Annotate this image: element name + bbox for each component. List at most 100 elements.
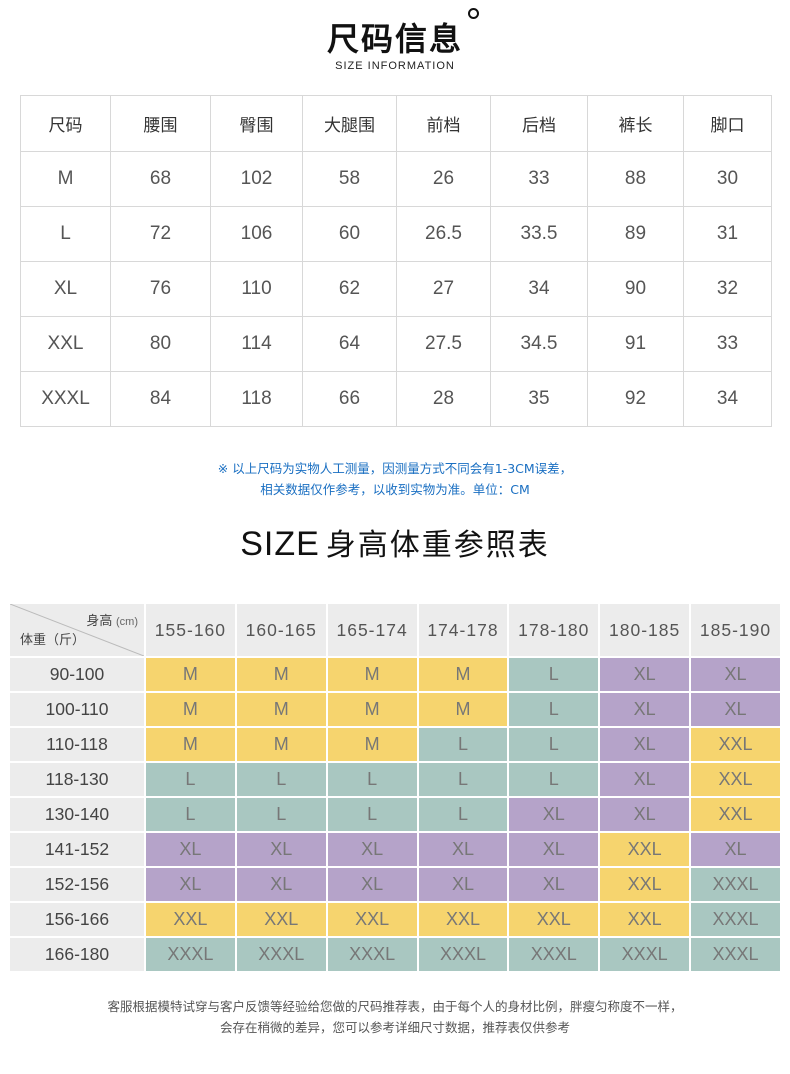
recommended-size-cell: XXXL xyxy=(600,938,690,971)
recommended-size-cell: XL xyxy=(509,868,599,901)
size-value-cell: 34 xyxy=(490,261,588,317)
corner-weight-label: 体重（斤） xyxy=(20,632,86,647)
size-table-row: XXL 80 114 64 27.5 34.5 91 33 xyxy=(20,316,772,372)
recommended-size-cell: M xyxy=(418,693,508,726)
weight-range-header: 166-180 xyxy=(10,938,144,971)
height-range-header: 160-165 xyxy=(236,604,326,656)
recommended-size-cell: XXXL xyxy=(418,938,508,971)
size-table-header-cell: 腰围 xyxy=(110,95,211,152)
size-value-cell: 33.5 xyxy=(490,206,588,262)
size-value-cell: 89 xyxy=(587,206,684,262)
recommended-size-cell: L xyxy=(327,763,417,796)
reference-chart-title: SIZE 身高体重参照表 xyxy=(0,520,790,564)
size-value-cell: 33 xyxy=(683,316,772,372)
recommended-size-cell: L xyxy=(509,693,599,726)
size-label-cell: XXXL xyxy=(20,371,111,427)
size-table-header-cell: 前档 xyxy=(396,95,491,152)
size-value-cell: 32 xyxy=(683,261,772,317)
measurement-note: ※ 以上尺码为实物人工测量，因测量方式不同会有1-3CM误差， 相关数据仅作参考… xyxy=(0,458,790,500)
recommended-size-cell: XL xyxy=(418,868,508,901)
corner-height-text: 身高 xyxy=(86,613,113,628)
size-table-row: XXXL 84 118 66 28 35 92 34 xyxy=(20,371,772,427)
size-table-header-row: 尺码 腰围 臀围 大腿围 前档 后档 裤长 脚口 xyxy=(20,95,772,152)
size-value-cell: 27.5 xyxy=(396,316,491,372)
recommended-size-cell: XL xyxy=(600,763,690,796)
size-info-subtitle: SIZE INFORMATION xyxy=(335,60,455,72)
recommended-size-cell: L xyxy=(509,763,599,796)
recommended-size-cell: XL xyxy=(327,868,417,901)
recommended-size-cell: XXL xyxy=(691,763,780,796)
grid-row: 118-130 L L L L L XL XXL xyxy=(10,763,780,796)
size-value-cell: 90 xyxy=(587,261,684,317)
size-value-cell: 110 xyxy=(210,261,303,317)
height-range-header: 180-185 xyxy=(600,604,690,656)
grid-row: 166-180 XXXL XXXL XXXL XXXL XXXL XXXL XXXL xyxy=(10,938,780,971)
recommended-size-cell: XL xyxy=(600,798,690,831)
size-value-cell: 114 xyxy=(210,316,303,372)
recommended-size-cell: XXXL xyxy=(146,938,235,971)
recommended-size-cell: XXXL xyxy=(691,938,780,971)
size-table-header-cell: 脚口 xyxy=(683,95,772,152)
size-info-title: 尺码信息 xyxy=(327,8,479,60)
recommended-size-cell: L xyxy=(146,763,235,796)
size-value-cell: 35 xyxy=(490,371,588,427)
recommended-size-cell: XL xyxy=(691,658,780,691)
size-table-header-cell: 裤长 xyxy=(587,95,684,152)
recommended-size-cell: XXL xyxy=(691,728,780,761)
recommended-size-cell: M xyxy=(236,658,326,691)
size-value-cell: 76 xyxy=(110,261,211,317)
recommended-size-cell: XXL xyxy=(509,903,599,936)
grid-row: 100-110 M M M M L XL XL xyxy=(10,693,780,726)
recommended-size-cell: XXXL xyxy=(691,903,780,936)
recommended-size-cell: L xyxy=(418,798,508,831)
disclaimer-line: 客服根据模特试穿与客户反馈等经验给您做的尺码推荐表，由于每个人的身材比例，胖瘦匀… xyxy=(107,999,683,1014)
size-table-header-cell: 尺码 xyxy=(20,95,111,152)
corner-height-unit: (cm) xyxy=(116,616,138,628)
recommended-size-cell: XXL xyxy=(600,833,690,866)
recommended-size-cell: XXL xyxy=(236,903,326,936)
size-value-cell: 102 xyxy=(210,151,303,207)
size-value-cell: 84 xyxy=(110,371,211,427)
recommended-size-cell: XXXL xyxy=(327,938,417,971)
recommended-size-cell: XL xyxy=(600,728,690,761)
recommended-size-cell: XL xyxy=(691,693,780,726)
recommended-size-cell: XXL xyxy=(600,903,690,936)
weight-range-header: 100-110 xyxy=(10,693,144,726)
recommended-size-cell: L xyxy=(327,798,417,831)
size-value-cell: 62 xyxy=(302,261,397,317)
recommended-size-cell: XXL xyxy=(418,903,508,936)
weight-range-header: 118-130 xyxy=(10,763,144,796)
recommendation-disclaimer: 客服根据模特试穿与客户反馈等经验给您做的尺码推荐表，由于每个人的身材比例，胖瘦匀… xyxy=(0,996,790,1038)
size-table-body: M 68 102 58 26 33 88 30 L 72 106 60 26.5 33.5 89 31 XL 76… xyxy=(20,151,772,427)
size-value-cell: 68 xyxy=(110,151,211,207)
grid-row: 110-118 M M M L L XL XXL xyxy=(10,728,780,761)
weight-range-header: 90-100 xyxy=(10,658,144,691)
size-value-cell: 31 xyxy=(683,206,772,262)
recommended-size-cell: XL xyxy=(600,658,690,691)
note-line: ※ 以上尺码为实物人工测量，因测量方式不同会有1-3CM误差， xyxy=(217,461,573,476)
size-label-cell: XL xyxy=(20,261,111,317)
size-value-cell: 106 xyxy=(210,206,303,262)
recommended-size-cell: XXL xyxy=(146,903,235,936)
height-weight-table: 身高 (cm) 体重（斤） 155-160 160-165 165-174 17… xyxy=(8,602,782,973)
recommended-size-cell: XXL xyxy=(691,798,780,831)
grid-row: 130-140 L L L L XL XL XXL xyxy=(10,798,780,831)
recommended-size-cell: XL xyxy=(418,833,508,866)
size-table-row: M 68 102 58 26 33 88 30 xyxy=(20,151,772,207)
recommended-size-cell: M xyxy=(418,658,508,691)
recommended-size-cell: XL xyxy=(327,833,417,866)
recommended-size-cell: XXXL xyxy=(236,938,326,971)
diagonal-divider xyxy=(10,604,144,656)
size-table-header-cell: 大腿围 xyxy=(302,95,397,152)
degree-dot-icon xyxy=(468,8,479,19)
height-range-header: 174-178 xyxy=(418,604,508,656)
recommended-size-cell: XL xyxy=(600,693,690,726)
size-value-cell: 33 xyxy=(490,151,588,207)
size-table-row: L 72 106 60 26.5 33.5 89 31 xyxy=(20,206,772,262)
recommended-size-cell: XXXL xyxy=(691,868,780,901)
size-table-header-cell: 后档 xyxy=(490,95,588,152)
grid-row: 156-166 XXL XXL XXL XXL XXL XXL XXXL xyxy=(10,903,780,936)
weight-range-header: 152-156 xyxy=(10,868,144,901)
size-value-cell: 34 xyxy=(683,371,772,427)
grid-body: 90-100 M M M M L XL XL 100-110 M M M M L XL XL 110-118 M M… xyxy=(10,658,780,971)
